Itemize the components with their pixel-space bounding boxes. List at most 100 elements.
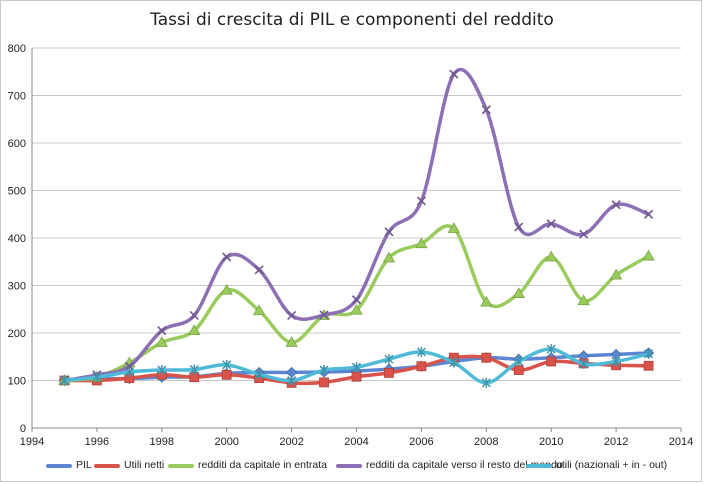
data-point-utili-nazionali xyxy=(254,369,264,380)
data-point-redditi-capitale-entrata xyxy=(252,304,266,316)
gridlines xyxy=(32,47,681,381)
data-point-utili-netti xyxy=(481,352,492,363)
legend-swatch xyxy=(168,464,194,468)
data-point-redditi-capitale-resto-mondo xyxy=(384,227,394,237)
data-point-utili-nazionali xyxy=(92,372,102,383)
data-point-redditi-capitale-entrata xyxy=(447,222,461,233)
x-tick-label: 2014 xyxy=(669,436,693,448)
x-tick-label: 1994 xyxy=(20,436,44,448)
data-point-utili-nazionali xyxy=(579,358,589,369)
data-point-redditi-capitale-entrata xyxy=(350,303,363,315)
data-point-redditi-capitale-entrata xyxy=(220,283,233,295)
data-point-redditi-capitale-entrata xyxy=(512,287,525,298)
legend-label: PIL xyxy=(76,459,92,471)
x-tick-label: 2002 xyxy=(279,436,303,448)
data-point-redditi-capitale-resto-mondo xyxy=(351,295,362,305)
data-point-redditi-capitale-entrata xyxy=(577,294,590,306)
data-point-utili-nazionali xyxy=(157,365,167,376)
data-point-redditi-capitale-resto-mondo xyxy=(579,229,589,239)
series-redditi-capitale-entrata xyxy=(58,222,655,385)
data-point-utili-nazionali xyxy=(481,377,491,388)
legend-label: utili (nazionali + in - out) xyxy=(556,459,668,471)
data-point-utili-netti xyxy=(384,367,394,378)
data-point-utili-netti xyxy=(319,377,329,388)
data-point-utili-netti xyxy=(221,369,232,380)
data-point-utili-nazionali xyxy=(611,356,621,367)
data-point-redditi-capitale-resto-mondo xyxy=(189,310,199,320)
legend-label: Utili netti xyxy=(124,459,165,471)
data-point-utili-nazionali xyxy=(546,344,556,355)
data-point-redditi-capitale-resto-mondo xyxy=(481,105,491,115)
data-point-redditi-capitale-entrata xyxy=(155,336,168,347)
y-axis-ticks: 0 100 200 300 400 500 600 700 800 xyxy=(8,43,26,435)
legend: PIL Utili netti redditi da capitale in ent… xyxy=(10,458,700,474)
x-tick-label: 2006 xyxy=(409,436,433,448)
series-group xyxy=(58,67,655,388)
data-point-utili-nazionali xyxy=(124,366,134,377)
data-point-utili-netti xyxy=(546,356,557,367)
data-point-utili-nazionali xyxy=(514,356,524,367)
legend-label: redditi da capitale in entrata xyxy=(198,459,327,471)
y-tick-label: 200 xyxy=(8,328,26,340)
data-point-redditi-capitale-resto-mondo xyxy=(611,200,621,210)
data-point-redditi-capitale-entrata xyxy=(480,295,493,307)
data-point-redditi-capitale-entrata xyxy=(285,336,298,347)
x-tick-label: 1996 xyxy=(85,436,109,448)
x-tick-label: 1998 xyxy=(150,436,174,448)
y-tick-label: 500 xyxy=(8,186,26,198)
data-point-redditi-capitale-resto-mondo xyxy=(546,219,556,229)
data-point-utili-nazionali xyxy=(449,357,459,368)
x-axis-ticks: 1994 1996 1998 2000 2002 2004 2006 2008 2010 2012… xyxy=(20,436,693,448)
data-point-redditi-capitale-entrata xyxy=(188,324,201,336)
data-point-redditi-capitale-entrata xyxy=(609,268,623,280)
x-tick-label: 2008 xyxy=(474,436,498,448)
series-utili-nazionali xyxy=(59,344,654,388)
data-point-redditi-capitale-resto-mondo xyxy=(157,326,167,336)
data-point-redditi-capitale-resto-mondo xyxy=(643,209,654,219)
y-tick-label: 700 xyxy=(8,91,26,103)
legend-label: redditi da capitale verso il resto del m… xyxy=(366,459,563,471)
data-point-utili-nazionali xyxy=(287,375,297,386)
data-point-utili-nazionali xyxy=(222,359,232,370)
y-tick-label: 300 xyxy=(8,281,26,293)
data-point-redditi-capitale-resto-mondo xyxy=(287,310,297,320)
series-line-redditi-capitale-resto-mondo xyxy=(62,67,651,383)
data-point-utili-nazionali xyxy=(59,375,69,386)
data-point-utili-nazionali xyxy=(189,364,199,375)
x-tick-label: 2010 xyxy=(539,436,563,448)
data-point-utili-nazionali xyxy=(416,347,426,357)
data-point-redditi-capitale-resto-mondo xyxy=(254,265,264,275)
data-point-utili-nazionali xyxy=(351,362,362,373)
data-point-utili-nazionali xyxy=(644,348,654,359)
data-point-redditi-capitale-resto-mondo xyxy=(416,196,426,206)
y-tick-label: 800 xyxy=(8,43,26,55)
data-point-redditi-capitale-entrata xyxy=(382,251,396,263)
y-tick-label: 600 xyxy=(8,138,26,150)
data-point-redditi-capitale-resto-mondo xyxy=(222,252,232,262)
data-point-utili-netti xyxy=(643,360,654,371)
data-point-utili-nazionali xyxy=(319,365,329,376)
y-tick-label: 400 xyxy=(8,233,26,245)
data-point-redditi-capitale-entrata xyxy=(415,237,428,249)
data-point-redditi-capitale-entrata xyxy=(545,250,558,262)
data-point-redditi-capitale-resto-mondo xyxy=(514,222,524,232)
legend-swatch xyxy=(336,464,362,468)
y-tick-label: 0 xyxy=(20,423,26,435)
data-point-utili-netti xyxy=(351,371,362,382)
y-tick-label: 100 xyxy=(8,376,26,388)
chart-title: Tassi di crescita di PIL e componenti de… xyxy=(150,10,554,30)
x-tick-label: 2012 xyxy=(604,436,628,448)
data-point-utili-netti xyxy=(513,365,524,375)
data-point-utili-nazionali xyxy=(384,354,394,365)
data-point-redditi-capitale-entrata xyxy=(642,249,655,261)
series-redditi-capitale-resto-mondo xyxy=(59,67,654,386)
data-point-redditi-capitale-resto-mondo xyxy=(319,310,329,320)
legend-swatch xyxy=(46,464,72,468)
data-point-utili-netti xyxy=(416,361,427,372)
legend-swatch xyxy=(526,464,552,468)
x-tick-label: 2000 xyxy=(214,436,238,448)
data-point-redditi-capitale-resto-mondo xyxy=(449,69,459,79)
axes xyxy=(31,48,682,432)
